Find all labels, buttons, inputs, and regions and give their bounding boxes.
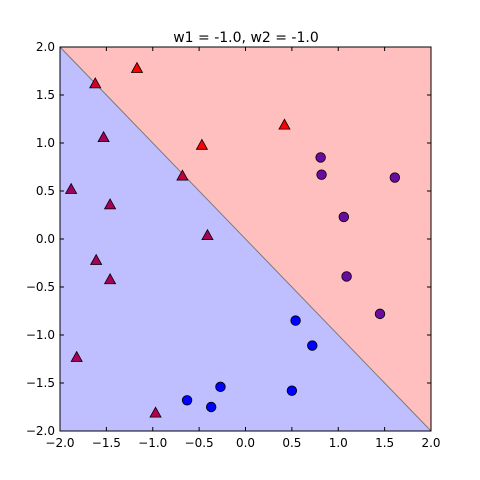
- data-point-circle: [316, 169, 327, 180]
- data-point-triangle: [130, 61, 144, 73]
- x-tick-label: −0.5: [185, 436, 214, 450]
- x-tick-label: 2.0: [421, 436, 440, 450]
- x-tick-label: 0.0: [236, 436, 255, 450]
- data-point-triangle: [64, 182, 78, 194]
- x-tick-label: −1.0: [138, 436, 167, 450]
- y-tick-label: 1.0: [36, 136, 55, 150]
- data-point-circle: [181, 395, 193, 406]
- data-point-circle: [338, 211, 350, 223]
- data-point-circle: [315, 152, 326, 163]
- data-point-triangle: [176, 169, 189, 181]
- y-tick-label: 0.5: [36, 184, 55, 198]
- data-point-circle: [374, 308, 386, 320]
- y-tick-label: −2.0: [26, 424, 55, 438]
- data-point-circle: [341, 271, 352, 282]
- data-point-triangle: [103, 272, 117, 285]
- data-point-triangle: [103, 198, 117, 210]
- data-point-triangle: [195, 138, 209, 150]
- x-tick-label: 1.0: [329, 436, 348, 450]
- data-point-circle: [307, 340, 318, 351]
- decision-boundary-layer: [59, 46, 432, 432]
- chart-title: w1 = -1.0, w2 = -1.0: [173, 30, 319, 46]
- y-tick-label: 2.0: [36, 40, 55, 54]
- y-tick-label: −1.5: [26, 376, 55, 390]
- data-point-circle: [389, 172, 401, 183]
- decision-boundary-line: [59, 46, 432, 432]
- x-axis-ticks: −2.0 −1.5 −1.0 −0.5 0.0 0.5 1.0 1.5 2.0: [45, 47, 441, 450]
- x-tick-label: 1.5: [375, 436, 394, 450]
- data-point-triangle: [89, 253, 103, 265]
- data-points: [64, 61, 401, 418]
- x-tick-label: −1.5: [92, 436, 121, 450]
- data-point-circle: [286, 385, 298, 396]
- data-point-circle: [215, 381, 226, 393]
- y-tick-label: 1.5: [36, 88, 55, 102]
- data-point-triangle: [149, 406, 162, 418]
- x-tick-label: −2.0: [45, 436, 74, 450]
- data-point-triangle: [278, 118, 291, 130]
- data-point-triangle: [201, 228, 214, 240]
- x-tick-label: 0.5: [282, 436, 301, 450]
- y-tick-label: −0.5: [26, 280, 55, 294]
- data-point-triangle: [89, 77, 102, 89]
- data-point-triangle: [70, 350, 83, 362]
- data-point-circle: [205, 401, 217, 413]
- data-point-triangle: [97, 130, 110, 143]
- data-point-circle: [290, 315, 301, 326]
- y-axis-ticks: −2.0 −1.5 −1.0 −0.5 0.0 0.5 1.0 1.5 2.0: [26, 40, 431, 438]
- y-tick-label: −1.0: [26, 328, 55, 342]
- y-tick-label: 0.0: [36, 232, 55, 246]
